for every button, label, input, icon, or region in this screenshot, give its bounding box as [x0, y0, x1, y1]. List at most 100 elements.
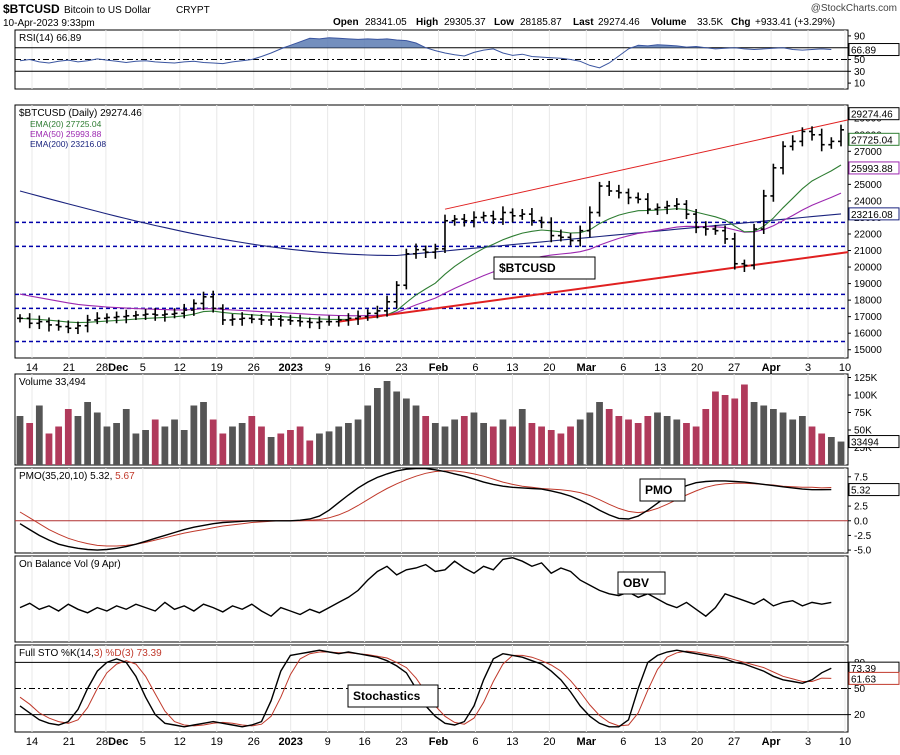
- price-bar: [702, 221, 709, 236]
- price-bar: [142, 309, 149, 320]
- x-axis-label: 21: [63, 362, 75, 374]
- price-bar: [673, 198, 680, 211]
- x-axis-label: 9: [325, 736, 331, 748]
- high-value: 29305.37: [444, 17, 486, 28]
- pmo-line: [19, 467, 832, 551]
- price-bar: [654, 203, 661, 215]
- volume-bar: [721, 395, 729, 465]
- volume-bar: [219, 433, 227, 465]
- price-bar: [374, 305, 381, 319]
- price-bar: [432, 243, 439, 259]
- volume-bar: [316, 433, 323, 465]
- x-axis-label: 3: [805, 362, 811, 374]
- price-bar: [200, 291, 207, 311]
- x-axis-label-month: Dec: [108, 736, 128, 748]
- x-axis-label: 13: [654, 736, 666, 748]
- price-bar: [316, 316, 323, 330]
- sto-tick-label: 20: [854, 710, 866, 721]
- price-bar: [741, 259, 748, 273]
- volume-bar: [528, 423, 536, 465]
- price-bar: [258, 314, 265, 325]
- price-tick-label: 25000: [854, 180, 882, 191]
- price-bar: [132, 310, 139, 320]
- sto-d-last-value-box: [848, 671, 900, 685]
- pmo-last-value: 5.32: [851, 486, 871, 497]
- ema50-last-value-box: [848, 161, 900, 175]
- x-axis-label-day: 28: [96, 362, 108, 374]
- price-bar: [683, 200, 690, 220]
- ema20-last-value-box: [848, 132, 900, 146]
- legend-entry: EMA(50) 25993.88: [30, 129, 102, 139]
- price-bar: [799, 127, 806, 147]
- price-bar: [36, 315, 43, 330]
- volume-bar: [248, 416, 256, 465]
- price-bar: [219, 304, 226, 325]
- x-axis-label: 6: [620, 736, 626, 748]
- pmo-signal-line: [19, 470, 832, 547]
- volume-bar: [229, 426, 236, 465]
- price-bar: [306, 317, 313, 329]
- price-bar: [722, 225, 729, 244]
- volume-bar: [634, 423, 642, 465]
- volume-bar: [287, 430, 294, 465]
- volume-bar: [93, 412, 101, 465]
- x-axis-label: 20: [543, 736, 555, 748]
- volume-bar: [383, 381, 391, 465]
- volume-bar: [644, 416, 652, 465]
- price-bar: [712, 224, 719, 235]
- price-bar: [45, 317, 52, 332]
- x-axis-label: 19: [211, 736, 223, 748]
- x-axis-label: 13: [506, 736, 518, 748]
- pmo-tick-label: 2.5: [854, 502, 868, 513]
- x-axis-label: 27: [728, 362, 740, 374]
- volume-bar: [818, 433, 826, 465]
- price-bar: [470, 211, 477, 228]
- sto-d-last-value: 61.63: [851, 674, 876, 685]
- volume-bar: [596, 402, 603, 465]
- price-bar: [664, 200, 671, 215]
- volume-bar: [683, 423, 690, 465]
- volume-bar: [480, 423, 488, 465]
- header-exchange: CRYPT: [176, 5, 210, 16]
- price-bar: [451, 214, 458, 226]
- price-last-value: 29274.46: [851, 110, 893, 121]
- x-axis-label: 5: [140, 362, 146, 374]
- pmo-title-main: PMO(35,20,10) 5.32,: [19, 471, 112, 482]
- price-bar: [606, 180, 613, 196]
- x-axis-label: 2023: [278, 736, 302, 748]
- rsi-tick-label: 90: [854, 31, 866, 42]
- price-bar: [519, 209, 526, 220]
- price-bar: [268, 313, 275, 326]
- chg-value: +933.41 (+3.29%): [755, 17, 835, 28]
- price-last-value-box: [848, 107, 900, 121]
- price-bar: [828, 137, 835, 149]
- volume-bar: [576, 419, 584, 465]
- price-bar: [239, 312, 246, 326]
- rsi-tick-label: 50: [854, 55, 866, 66]
- price-bar: [751, 223, 758, 270]
- price-tick-label: 18000: [854, 296, 882, 307]
- pmo-tick-label: -2.5: [854, 531, 872, 542]
- volume-bar: [122, 409, 130, 465]
- price-bar: [567, 233, 574, 246]
- volume-bar: [190, 405, 198, 465]
- rsi-tick-label: 10: [854, 79, 866, 90]
- open-value: 28341.05: [365, 17, 407, 28]
- price-bar: [413, 243, 420, 259]
- price-bar: [422, 245, 429, 258]
- low-value: 28185.87: [520, 17, 562, 28]
- price-bar: [731, 232, 738, 270]
- volume-bar: [731, 398, 739, 465]
- volume-bar: [760, 405, 768, 465]
- price-bar: [538, 216, 545, 229]
- pmo-tick-label: 7.5: [854, 472, 868, 483]
- volume-bar: [692, 426, 700, 465]
- x-axis-label: Apr: [762, 362, 782, 374]
- volume-bar: [238, 423, 246, 465]
- rsi-title: RSI(14) 66.89: [19, 33, 82, 44]
- price-bar: [277, 315, 284, 327]
- x-axis-label: Feb: [429, 362, 449, 374]
- price-bar: [229, 314, 236, 326]
- volume-bar: [837, 441, 845, 465]
